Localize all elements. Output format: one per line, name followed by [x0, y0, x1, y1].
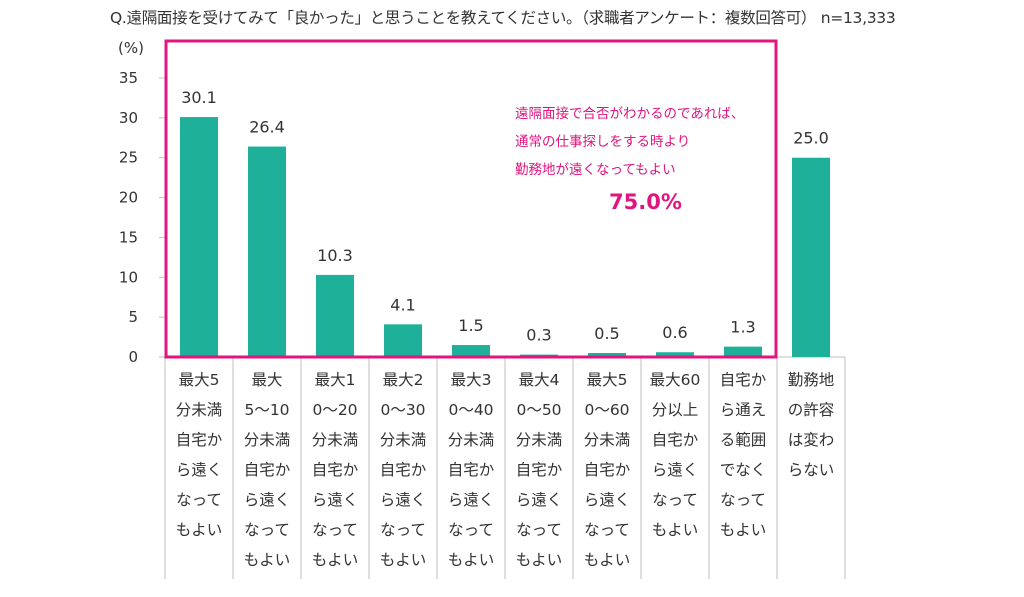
bar: [384, 324, 422, 357]
highlight-box: [164, 39, 778, 359]
bar-value-label: 30.1: [181, 88, 217, 107]
highlight-callout: 遠隔面接で合否がわかるのであれば、 通常の仕事探しをする時より 勤務地が遠くなっ…: [497, 100, 767, 214]
y-tick-label: 10: [119, 268, 138, 286]
category-label: 最大60分以上自宅から遠くなってもよい: [649, 371, 701, 539]
y-axis-unit: (%): [118, 39, 144, 57]
bar-value-label: 10.3: [317, 246, 353, 265]
category-label: 最大10〜20分未満自宅から遠くなってもよい: [311, 371, 359, 569]
bar: [656, 352, 694, 357]
bar: [792, 157, 830, 357]
y-tick-label: 20: [119, 189, 138, 207]
bar: [588, 353, 626, 357]
bar-value-label: 0.5: [594, 324, 619, 343]
category-cell: 最大20〜30分未満自宅から遠くなってもよい: [369, 359, 437, 579]
category-cell: 勤務地の許容は変わらない: [777, 359, 845, 579]
y-tick-label: 25: [119, 149, 138, 167]
category-cell: 最大60分以上自宅から遠くなってもよい: [641, 359, 709, 579]
bar-value-label: 1.5: [458, 316, 483, 335]
bar: [724, 346, 762, 357]
y-tick-label: 30: [119, 109, 138, 127]
category-label: 最大30〜40分未満自宅から遠くなってもよい: [447, 371, 495, 569]
category-cell: 最大5〜10分未満自宅から遠くなってもよい: [233, 359, 301, 579]
y-tick-label: 5: [128, 308, 138, 326]
category-cell: 最大5分未満自宅から遠くなってもよい: [165, 359, 233, 579]
category-label: 最大5〜10分未満自宅から遠くなってもよい: [243, 371, 291, 569]
category-label: 勤務地の許容は変わらない: [787, 371, 835, 479]
question-title: Q.遠隔面接を受けてみて「良かった」と思うことを教えてください。（求職者アンケー…: [110, 9, 896, 27]
category-cell: 最大10〜20分未満自宅から遠くなってもよい: [301, 359, 369, 579]
y-tick-label: 35: [119, 69, 138, 87]
bar-value-label: 0.3: [526, 326, 551, 345]
category-label: 最大20〜30分未満自宅から遠くなってもよい: [379, 371, 427, 569]
category-label: 最大40〜50分未満自宅から遠くなってもよい: [515, 371, 563, 569]
bar-value-label: 4.1: [390, 295, 415, 314]
bar: [452, 345, 490, 357]
category-label: 自宅から通える範囲でなくなってもよい: [719, 371, 767, 539]
bar-value-label: 0.6: [662, 323, 687, 342]
bar: [180, 117, 218, 357]
y-tick-label: 0: [128, 348, 138, 366]
bar: [316, 274, 354, 357]
y-tick-label: 15: [119, 228, 138, 246]
bar-value-label: 1.3: [730, 318, 755, 337]
category-label: 最大5分未満自宅から遠くなってもよい: [175, 371, 223, 539]
callout-value: 75.0%: [609, 190, 682, 214]
category-cell: 最大40〜50分未満自宅から遠くなってもよい: [505, 359, 573, 579]
category-cell: 自宅から通える範囲でなくなってもよい: [709, 359, 777, 579]
bar-value-label: 25.0: [793, 129, 829, 148]
category-cell: 最大50〜60分未満自宅から遠くなってもよい: [573, 359, 641, 579]
category-label: 最大50〜60分未満自宅から遠くなってもよい: [583, 371, 631, 569]
category-cell: 最大30〜40分未満自宅から遠くなってもよい: [437, 359, 505, 579]
bar-value-label: 26.4: [249, 118, 285, 137]
callout-text: 遠隔面接で合否がわかるのであれば、 通常の仕事探しをする時より 勤務地が遠くなっ…: [515, 106, 745, 178]
bar: [248, 146, 286, 357]
